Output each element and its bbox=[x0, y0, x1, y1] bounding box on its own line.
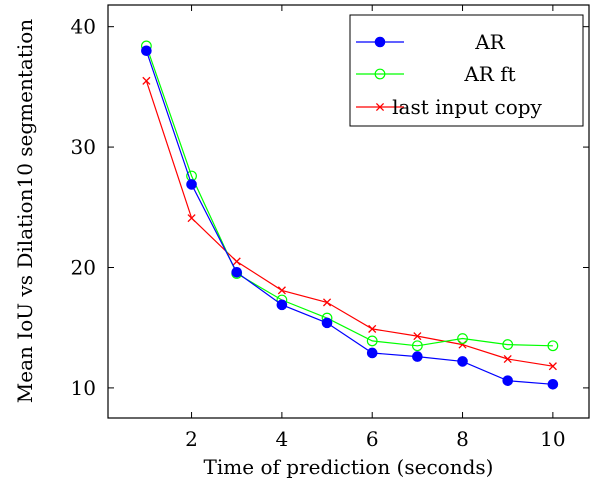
data-point-ar bbox=[412, 351, 423, 362]
legend-marker-ar-ft bbox=[374, 68, 386, 80]
data-point-ar bbox=[141, 45, 152, 57]
legend: AR AR ft last input copy bbox=[349, 14, 584, 127]
data-point-ar bbox=[231, 267, 243, 278]
y-tick-label: 10 bbox=[71, 376, 96, 400]
data-point-last-input-copy bbox=[368, 324, 377, 333]
plot-frame bbox=[107, 4, 590, 419]
legend-marker-last-input-copy bbox=[375, 102, 385, 112]
x-tick-label: 4 bbox=[276, 427, 289, 451]
data-point-ar bbox=[502, 375, 514, 386]
data-point-ar bbox=[276, 299, 288, 311]
series-line-ar bbox=[145, 50, 553, 385]
x-tick-label: 6 bbox=[366, 427, 379, 451]
data-point-last-input-copy bbox=[322, 298, 332, 307]
data-point-last-input-copy bbox=[232, 257, 241, 266]
legend-entry-ar: AR bbox=[356, 30, 506, 54]
data-point-ar-ft bbox=[502, 339, 514, 350]
legend-marker-ar bbox=[374, 36, 386, 48]
data-point-ar bbox=[547, 378, 559, 390]
ticks-layer: 2 4 6 8 10 10 20 30 40 bbox=[71, 5, 589, 451]
x-tick-label: 8 bbox=[456, 427, 469, 451]
data-point-last-input-copy bbox=[277, 286, 286, 295]
data-point-ar-ft bbox=[547, 340, 559, 352]
data-point-ar bbox=[457, 356, 468, 367]
data-point-ar-ft bbox=[457, 333, 468, 344]
legend-label-ar: AR bbox=[474, 30, 505, 54]
series-line-last-input-copy bbox=[145, 80, 553, 367]
y-tick-label: 40 bbox=[71, 15, 96, 39]
x-tick-label: 2 bbox=[185, 427, 198, 451]
data-point-last-input-copy bbox=[503, 354, 512, 364]
legend-entry-ar-ft: AR ft bbox=[356, 62, 516, 86]
legend-entry-last-input-copy: last input copy bbox=[356, 95, 543, 119]
data-point-last-input-copy bbox=[142, 76, 151, 85]
y-tick-label: 30 bbox=[71, 135, 96, 159]
data-point-ar bbox=[186, 179, 197, 190]
data-point-ar bbox=[321, 317, 333, 329]
data-point-ar bbox=[366, 347, 378, 359]
legend-label-ar-ft: AR ft bbox=[463, 62, 515, 86]
series-ar bbox=[141, 45, 559, 390]
y-axis-label: Mean IoU vs Dilation10 segmentation bbox=[13, 19, 37, 403]
data-point-ar-ft bbox=[411, 340, 423, 352]
x-tick-label: 10 bbox=[540, 427, 565, 451]
series-layer bbox=[140, 40, 559, 390]
x-axis-label: Time of prediction (seconds) bbox=[204, 455, 494, 479]
y-tick-label: 20 bbox=[71, 255, 96, 279]
data-point-last-input-copy bbox=[413, 332, 422, 341]
series-line-ar-ft bbox=[145, 45, 553, 347]
data-point-ar-ft bbox=[366, 335, 378, 347]
legend-label-last-input-copy: last input copy bbox=[392, 95, 542, 119]
data-point-last-input-copy bbox=[548, 362, 557, 371]
series-last-input-copy bbox=[142, 76, 557, 371]
data-point-last-input-copy bbox=[187, 214, 196, 223]
